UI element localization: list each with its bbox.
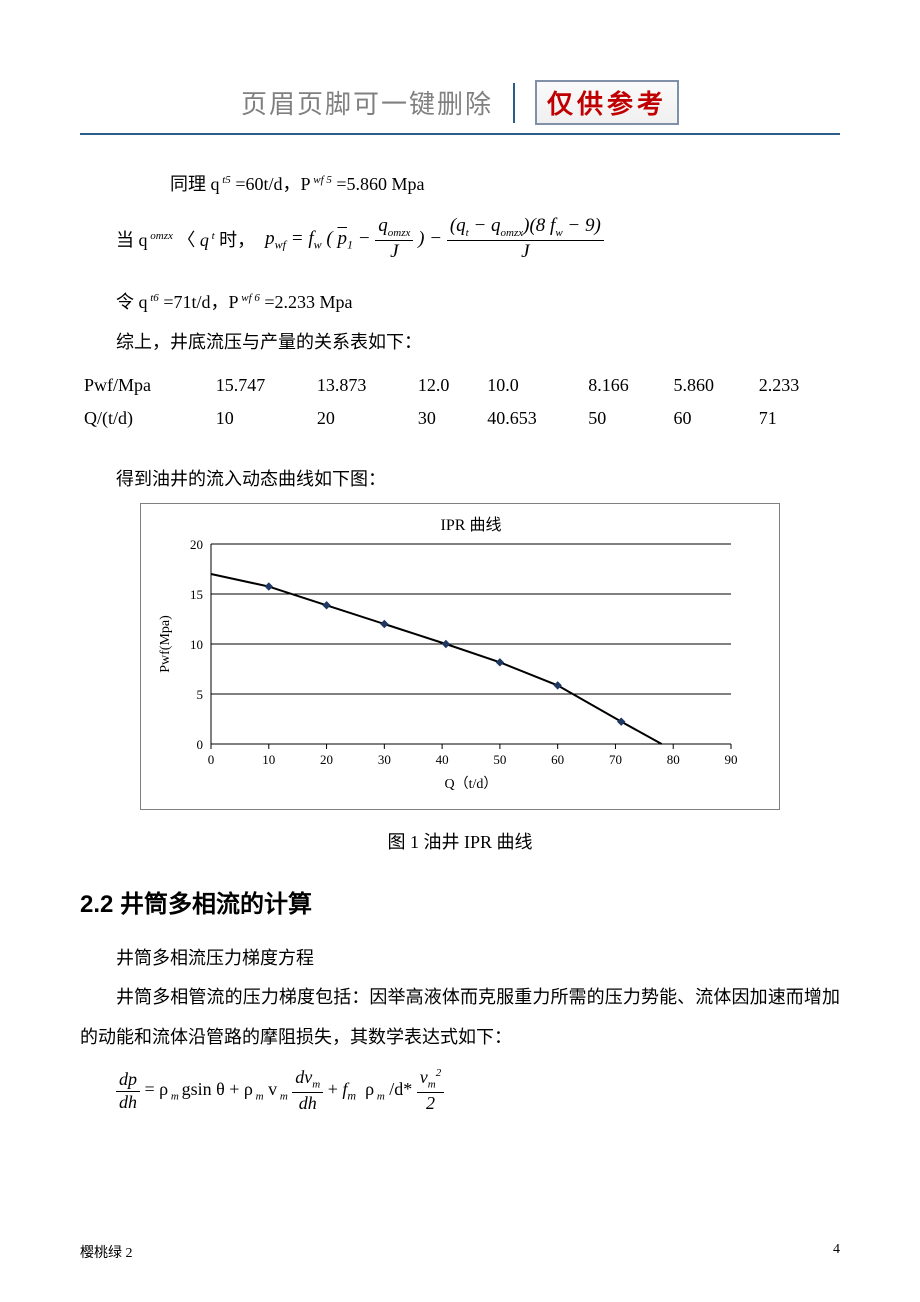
ipr-chart-svg: IPR 曲线 0 5 10 15 20 0 10 20 30 40 50 60 70 80 90 Q（t/d） P… [151,514,751,794]
header-right-badge: 仅供参考 [535,80,679,125]
header-divider [513,83,515,123]
cell: 20 [313,402,414,435]
cell: 12.0 [414,369,483,402]
para-2: 井筒多相管流的压力梯度包括：因举高液体而克服重力所需的压力势能、流体因加速而增加… [80,978,840,1057]
svg-text:20: 20 [190,537,203,552]
header-left-text: 页眉页脚可一键删除 [241,84,493,121]
cell: 71 [755,402,840,435]
page-header: 页眉页脚可一键删除 仅供参考 [80,80,840,125]
line-zongshang: 综上，井底流压与产量的关系表如下： [80,323,840,363]
svg-text:90: 90 [725,752,738,767]
cell: 40.653 [483,402,584,435]
ipr-chart: IPR 曲线 0 5 10 15 20 0 10 20 30 40 50 60 70 80 90 Q（t/d） P… [140,503,780,810]
cell: 8.166 [584,369,669,402]
formula-main: pwf = fw ( p1 − qomzxJ ) − (qt − qomzx)(… [265,215,604,264]
row1-label: Pwf/Mpa [80,369,212,402]
svg-text:50: 50 [493,752,506,767]
svg-text:Q（t/d）: Q（t/d） [445,776,498,792]
cell: 10 [212,402,313,435]
formula-row: 当 q omzx 〈 q t 时， pwf = fw ( p1 − qomzxJ… [80,215,840,264]
svg-text:0: 0 [208,752,215,767]
line-tongli: 同理 q t5 =60t/d，P wf 5 =5.860 Mpa [80,165,840,205]
cell: 5.860 [670,369,755,402]
section-2-2-heading: 2.2 井筒多相流的计算 [80,884,840,919]
cell: 15.747 [212,369,313,402]
table-row: Q/(t/d) 10 20 30 40.653 50 60 71 [80,402,840,435]
row2-label: Q/(t/d) [80,402,212,435]
header-rule [80,133,840,135]
cell: 13.873 [313,369,414,402]
footer-right: 4 [833,1242,840,1262]
cell: 60 [670,402,755,435]
svg-text:20: 20 [320,752,333,767]
equation-dp-dh: dpdh = ρ m gsin θ + ρ m v m dvmdh + fm ρ… [116,1067,840,1114]
line-ling: 令 q t6 =71t/d，P wf 6 =2.233 Mpa [80,283,840,323]
pwf-q-table: Pwf/Mpa 15.747 13.873 12.0 10.0 8.166 5.… [80,369,840,435]
table-row: Pwf/Mpa 15.747 13.873 12.0 10.0 8.166 5.… [80,369,840,402]
svg-text:0: 0 [197,737,204,752]
chart-caption: 图 1 油井 IPR 曲线 [80,828,840,854]
svg-text:70: 70 [609,752,622,767]
svg-text:10: 10 [262,752,275,767]
svg-text:30: 30 [378,752,391,767]
svg-text:Pwf(Mpa): Pwf(Mpa) [158,614,173,672]
svg-text:80: 80 [667,752,680,767]
cell: 50 [584,402,669,435]
svg-text:10: 10 [190,637,203,652]
cell: 2.233 [755,369,840,402]
footer-left: 樱桃绿 2 [80,1242,133,1262]
svg-text:40: 40 [436,752,449,767]
svg-text:60: 60 [551,752,564,767]
formula-condition: 当 q omzx 〈 q t 时， [80,226,255,252]
cell: 10.0 [483,369,584,402]
chart-intro: 得到油井的流入动态曲线如下图： [80,465,840,491]
para-1: 井筒多相流压力梯度方程 [80,939,840,979]
svg-text:15: 15 [190,587,203,602]
svg-text:5: 5 [197,687,204,702]
svg-text:IPR 曲线: IPR 曲线 [441,516,502,534]
cell: 30 [414,402,483,435]
page-footer: 樱桃绿 2 4 [80,1242,840,1262]
